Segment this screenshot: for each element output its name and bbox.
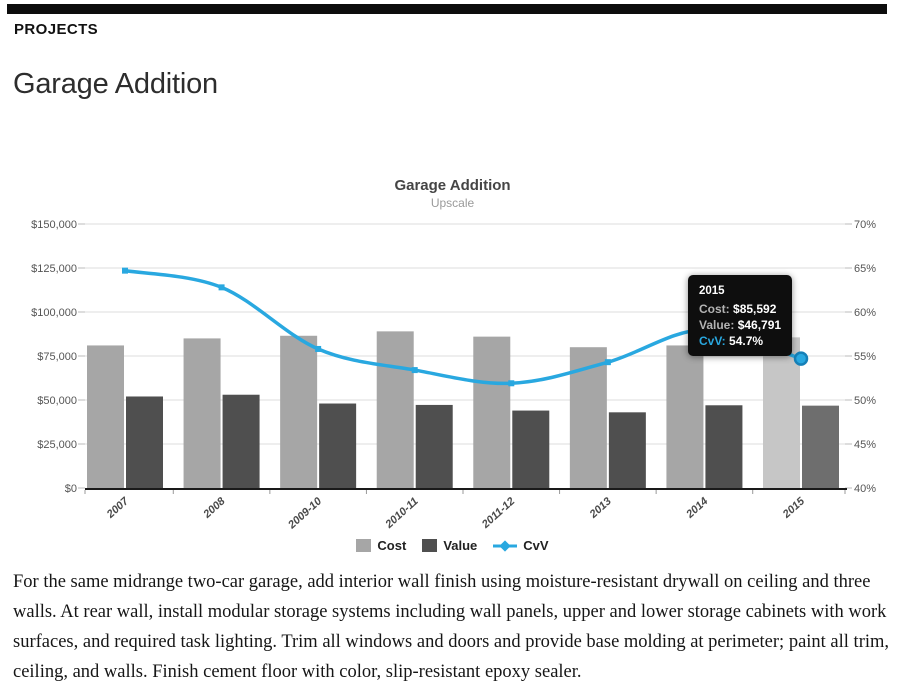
value-bar-2007[interactable] [126, 396, 163, 488]
tooltip-cost-row: Cost: $85,592 [699, 302, 777, 316]
legend-item-cvv[interactable]: CvV [493, 538, 549, 553]
cost-bar-2014[interactable] [666, 345, 704, 488]
cost-bar-2015[interactable] [763, 337, 800, 488]
right-axis-tick-label: 50% [854, 395, 876, 407]
legend-cvv-label: CvV [523, 538, 549, 553]
x-axis-label-2014: 2014 [683, 495, 710, 521]
right-axis-tick-label: 65% [854, 263, 876, 275]
page-title: Garage Addition [13, 68, 218, 100]
x-axis-label-2007: 2007 [104, 495, 132, 522]
x-axis-label-2008: 2008 [201, 495, 229, 522]
left-axis-tick-label: $125,000 [31, 263, 77, 275]
legend-value-label: Value [443, 538, 478, 553]
value-bar-2009-10[interactable] [319, 403, 357, 488]
cvv-point-2007[interactable] [122, 267, 128, 274]
cost-bar-2008[interactable] [183, 338, 221, 488]
x-axis-label-2015: 2015 [780, 495, 808, 522]
cost-bar-2011-12[interactable] [473, 336, 511, 488]
x-axis-label-2010-11: 2010-11 [383, 495, 421, 531]
chart-title: Garage Addition [394, 177, 511, 194]
cvv-point-2013[interactable] [604, 359, 611, 366]
value-bar-2008[interactable] [222, 394, 260, 488]
chart-tooltip: 2015 Cost: $85,592 Value: $46,791 CvV: 5… [688, 275, 793, 356]
tooltip-value-row: Value: $46,791 [699, 318, 782, 332]
line-marker-icon [493, 539, 518, 552]
chart-subtitle: Upscale [430, 196, 475, 210]
legend-item-value[interactable]: Value [422, 538, 477, 553]
left-axis-tick-label: $25,000 [37, 439, 77, 451]
left-axis-tick-label: $50,000 [37, 395, 77, 407]
x-axis-label-2009-10: 2009-10 [285, 495, 324, 532]
legend-item-cost[interactable]: Cost [356, 538, 406, 553]
left-axis-tick-label: $150,000 [31, 219, 77, 231]
value-bar-2010-11[interactable] [415, 404, 453, 488]
value-bar-2014[interactable] [705, 405, 743, 488]
left-axis-tick-label: $75,000 [37, 351, 77, 363]
cvv-point-2008[interactable] [218, 284, 225, 291]
cvv-point-2010-11[interactable] [411, 367, 418, 374]
chart-legend: Cost Value CvV [0, 538, 905, 553]
cost-bar-2010-11[interactable] [376, 331, 414, 488]
value-swatch-icon [422, 539, 438, 552]
right-axis-tick-label: 55% [854, 351, 876, 363]
x-axis-label-2011-12: 2011-12 [479, 495, 517, 531]
cost-bar-2009-10[interactable] [280, 335, 318, 488]
value-bar-2011-12[interactable] [512, 410, 550, 488]
right-axis-tick-label: 70% [854, 219, 876, 231]
cost-swatch-icon [356, 539, 372, 552]
project-description: For the same midrange two-car garage, ad… [13, 572, 890, 682]
left-axis-tick-label: $0 [65, 483, 77, 495]
cost-bar-2007[interactable] [87, 345, 124, 488]
value-bar-2013[interactable] [608, 412, 646, 488]
right-axis-tick-label: 40% [854, 483, 876, 495]
tooltip-cvv-row: CvV: 54.7% [699, 334, 764, 348]
cvv-point-2011-12[interactable] [508, 380, 515, 387]
right-axis-tick-label: 45% [854, 439, 876, 451]
chart-plot[interactable]: $150,000 70% $125,000 65% $100,000 60% $75,000… [0, 210, 905, 536]
x-axis-label-2013: 2013 [587, 495, 614, 521]
tooltip-year: 2015 [699, 285, 725, 297]
left-axis-tick-label: $100,000 [31, 307, 77, 319]
right-axis-tick-label: 60% [854, 307, 876, 319]
legend-cost-label: Cost [377, 538, 407, 553]
cvv-point-2009-10[interactable] [315, 345, 322, 352]
breadcrumb-projects[interactable]: PROJECTS [14, 21, 99, 38]
value-bar-2015[interactable] [802, 405, 839, 488]
cvv-point-highlight-2015[interactable] [793, 351, 809, 366]
top-divider-bar [7, 4, 887, 14]
